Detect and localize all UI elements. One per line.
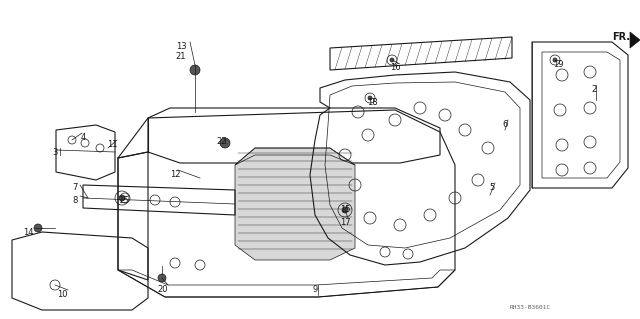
Circle shape	[190, 65, 200, 75]
Text: 7: 7	[72, 183, 77, 192]
Text: 14: 14	[23, 228, 33, 237]
Text: 5: 5	[490, 183, 495, 192]
Text: 22: 22	[217, 137, 227, 146]
Text: FR.: FR.	[612, 32, 630, 42]
Text: 16: 16	[390, 63, 400, 72]
Text: 9: 9	[312, 285, 317, 294]
Circle shape	[119, 195, 125, 201]
Text: 2: 2	[591, 85, 596, 94]
Text: 4: 4	[81, 133, 86, 142]
Text: 19: 19	[553, 60, 563, 69]
Circle shape	[342, 207, 348, 213]
Text: 13
21: 13 21	[176, 42, 186, 61]
Text: 12: 12	[170, 170, 180, 179]
Circle shape	[158, 274, 166, 282]
Circle shape	[34, 224, 42, 232]
Text: 15: 15	[118, 196, 128, 205]
Text: 10: 10	[57, 290, 67, 299]
Text: RH33-B3601C: RH33-B3601C	[510, 305, 551, 310]
Text: 20: 20	[157, 285, 168, 294]
Text: 8: 8	[72, 196, 77, 205]
Polygon shape	[630, 32, 640, 48]
Text: 18: 18	[367, 98, 378, 107]
Text: 6: 6	[502, 120, 508, 129]
Polygon shape	[235, 148, 355, 260]
Circle shape	[390, 58, 394, 62]
Text: 3: 3	[52, 148, 58, 157]
Text: 11: 11	[107, 140, 117, 149]
Circle shape	[553, 58, 557, 62]
Circle shape	[368, 96, 372, 100]
Text: 17: 17	[340, 218, 350, 227]
Circle shape	[220, 138, 230, 148]
Text: 15: 15	[340, 205, 350, 214]
